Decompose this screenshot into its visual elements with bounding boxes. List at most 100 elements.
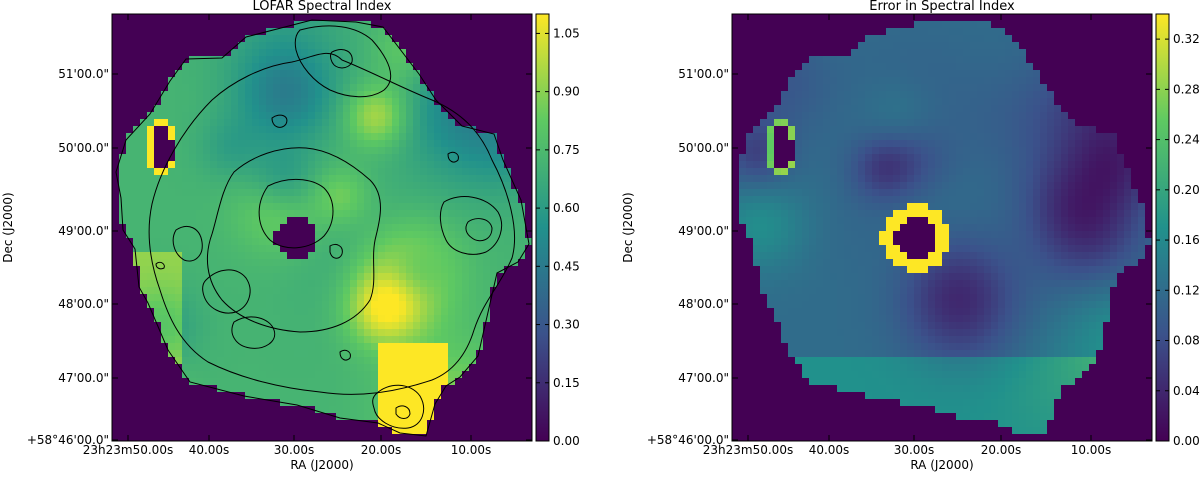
heatmap-cell bbox=[413, 203, 420, 210]
heatmap-cell bbox=[963, 175, 970, 182]
heatmap-cell bbox=[259, 287, 266, 294]
heatmap-cell bbox=[364, 385, 371, 392]
heatmap-cell bbox=[406, 182, 413, 189]
heatmap-cell bbox=[217, 315, 224, 322]
heatmap-cell bbox=[161, 182, 168, 189]
heatmap-cell bbox=[907, 203, 914, 210]
heatmap-cell bbox=[956, 357, 963, 364]
heatmap-cell bbox=[427, 273, 434, 280]
heatmap-cell bbox=[942, 245, 949, 252]
heatmap-cell bbox=[984, 385, 991, 392]
heatmap-cell bbox=[816, 245, 823, 252]
heatmap-cell bbox=[126, 189, 133, 196]
heatmap-cell bbox=[977, 350, 984, 357]
heatmap-cell bbox=[851, 119, 858, 126]
heatmap-cell bbox=[252, 203, 259, 210]
heatmap-cell bbox=[1096, 175, 1103, 182]
heatmap-cell bbox=[420, 315, 427, 322]
heatmap-cell bbox=[746, 133, 753, 140]
heatmap-cell bbox=[343, 336, 350, 343]
heatmap-cell bbox=[900, 112, 907, 119]
heatmap-cell bbox=[956, 133, 963, 140]
heatmap-cell bbox=[935, 49, 942, 56]
heatmap-cell bbox=[427, 287, 434, 294]
heatmap-cell bbox=[914, 70, 921, 77]
heatmap-cell bbox=[441, 357, 448, 364]
heatmap-cell bbox=[872, 329, 879, 336]
heatmap-cell bbox=[865, 49, 872, 56]
heatmap-cell bbox=[448, 357, 455, 364]
heatmap-cell bbox=[1082, 182, 1089, 189]
heatmap-cell bbox=[851, 77, 858, 84]
heatmap-cell bbox=[336, 210, 343, 217]
heatmap-cell bbox=[378, 308, 385, 315]
heatmap-cell bbox=[858, 98, 865, 105]
heatmap-cell bbox=[767, 154, 774, 161]
heatmap-cell bbox=[224, 245, 231, 252]
heatmap-cell bbox=[788, 350, 795, 357]
heatmap-cell bbox=[231, 357, 238, 364]
heatmap-cell bbox=[851, 364, 858, 371]
heatmap-cell bbox=[879, 392, 886, 399]
heatmap-cell bbox=[1075, 224, 1082, 231]
heatmap-cell bbox=[865, 280, 872, 287]
heatmap-cell bbox=[427, 343, 434, 350]
heatmap-cell bbox=[427, 371, 434, 378]
heatmap-cell bbox=[1019, 196, 1026, 203]
heatmap-cell bbox=[1033, 301, 1040, 308]
heatmap-cell bbox=[357, 84, 364, 91]
heatmap-cell bbox=[893, 364, 900, 371]
heatmap-cell bbox=[893, 140, 900, 147]
heatmap-cell bbox=[217, 322, 224, 329]
heatmap-cell bbox=[865, 231, 872, 238]
heatmap-cell bbox=[301, 392, 308, 399]
heatmap-cell bbox=[1026, 147, 1033, 154]
heatmap-cell bbox=[504, 210, 511, 217]
heatmap-cell bbox=[956, 301, 963, 308]
heatmap-cell bbox=[991, 28, 998, 35]
heatmap-cell bbox=[879, 112, 886, 119]
heatmap-cell bbox=[371, 49, 378, 56]
heatmap-cell bbox=[252, 49, 259, 56]
heatmap-cell bbox=[301, 112, 308, 119]
heatmap-cell bbox=[182, 280, 189, 287]
heatmap-cell bbox=[364, 413, 371, 420]
heatmap-cell bbox=[266, 77, 273, 84]
heatmap-cell bbox=[189, 210, 196, 217]
heatmap-cell bbox=[1012, 399, 1019, 406]
heatmap-cell bbox=[224, 378, 231, 385]
heatmap-cell bbox=[823, 287, 830, 294]
heatmap-cell bbox=[462, 210, 469, 217]
heatmap-cell bbox=[343, 301, 350, 308]
heatmap-cell bbox=[448, 294, 455, 301]
heatmap-cell bbox=[907, 56, 914, 63]
heatmap-cell bbox=[413, 371, 420, 378]
heatmap-cell bbox=[371, 28, 378, 35]
heatmap-cell bbox=[371, 357, 378, 364]
heatmap-cell bbox=[196, 91, 203, 98]
heatmap-cell bbox=[886, 105, 893, 112]
heatmap-cell bbox=[977, 413, 984, 420]
heatmap-cell bbox=[189, 105, 196, 112]
heatmap-cell bbox=[872, 77, 879, 84]
heatmap-cell bbox=[977, 280, 984, 287]
heatmap-cell bbox=[1040, 322, 1047, 329]
heatmap-cell bbox=[1019, 245, 1026, 252]
heatmap-cell bbox=[217, 238, 224, 245]
heatmap-cell bbox=[273, 161, 280, 168]
heatmap-cell bbox=[998, 168, 1005, 175]
heatmap-cell bbox=[364, 357, 371, 364]
heatmap-cell bbox=[147, 175, 154, 182]
heatmap-cell bbox=[392, 231, 399, 238]
heatmap-cell bbox=[998, 308, 1005, 315]
heatmap-cell bbox=[893, 196, 900, 203]
heatmap-cell bbox=[914, 91, 921, 98]
heatmap-cell bbox=[168, 203, 175, 210]
heatmap-cell bbox=[830, 126, 837, 133]
heatmap-cell bbox=[476, 238, 483, 245]
heatmap-cell bbox=[767, 140, 774, 147]
heatmap-cell bbox=[175, 112, 182, 119]
heatmap-cell bbox=[1061, 126, 1068, 133]
heatmap-cell bbox=[865, 238, 872, 245]
heatmap-cell bbox=[329, 371, 336, 378]
